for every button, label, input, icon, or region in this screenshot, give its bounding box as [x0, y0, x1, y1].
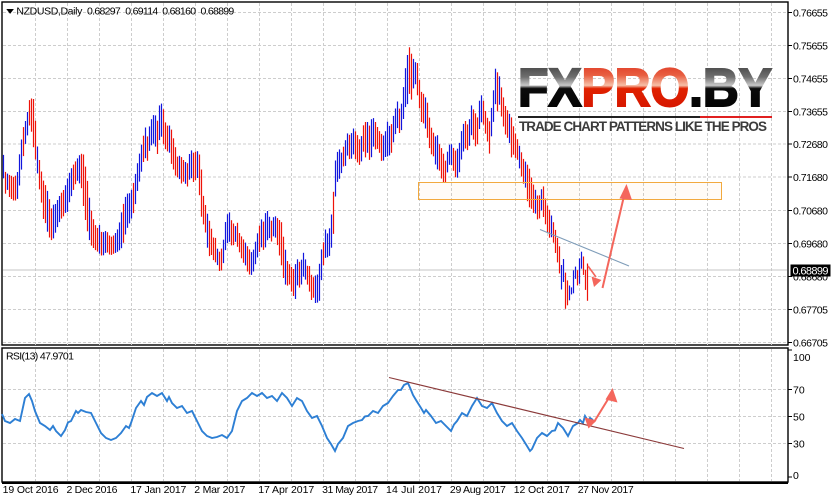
svg-text:12 Oct 2017: 12 Oct 2017: [514, 484, 570, 496]
svg-text:FXPRO.BY: FXPRO.BY: [518, 57, 772, 117]
svg-text:0.69680: 0.69680: [793, 239, 828, 251]
svg-text:17 Jan 2017: 17 Jan 2017: [130, 484, 186, 496]
svg-text:0.66705: 0.66705: [793, 338, 828, 350]
svg-text:0.76655: 0.76655: [793, 8, 828, 20]
svg-text:0.71680: 0.71680: [793, 172, 828, 184]
svg-text:14 Jul 2017: 14 Jul 2017: [386, 484, 442, 496]
svg-text:29 Aug 2017: 29 Aug 2017: [450, 484, 506, 496]
svg-text:2 Dec 2016: 2 Dec 2016: [67, 484, 118, 496]
svg-text:100: 100: [793, 352, 811, 364]
svg-text:0.75655: 0.75655: [793, 41, 828, 53]
svg-text:NZDUSD,Daily: NZDUSD,Daily: [16, 5, 83, 17]
svg-text:0.68297: 0.68297: [87, 5, 121, 17]
svg-text:50: 50: [793, 412, 805, 424]
svg-text:0.73655: 0.73655: [793, 107, 828, 119]
svg-text:TRADE CHART PATTERNS LIKE THE: TRADE CHART PATTERNS LIKE THE PROS: [519, 119, 767, 134]
svg-text:RSI(13) 47.9701: RSI(13) 47.9701: [6, 351, 74, 363]
svg-text:0.68160: 0.68160: [162, 5, 196, 17]
svg-text:0.69114: 0.69114: [125, 5, 158, 17]
svg-text:19 Oct 2016: 19 Oct 2016: [3, 484, 59, 496]
svg-text:31 May 2017: 31 May 2017: [322, 484, 378, 496]
svg-text:0.74655: 0.74655: [793, 74, 828, 86]
svg-text:0.68899: 0.68899: [201, 5, 235, 17]
svg-text:2 Mar 2017: 2 Mar 2017: [194, 484, 245, 496]
svg-text:17 Apr 2017: 17 Apr 2017: [258, 484, 314, 496]
svg-text:0: 0: [793, 470, 799, 482]
svg-text:30: 30: [793, 439, 805, 451]
svg-text:0.68899: 0.68899: [793, 266, 829, 278]
svg-text:0.70680: 0.70680: [793, 206, 828, 218]
svg-text:70: 70: [793, 385, 805, 397]
svg-text:0.67705: 0.67705: [793, 305, 828, 317]
svg-text:27 Nov 2017: 27 Nov 2017: [578, 484, 634, 496]
svg-text:0.72680: 0.72680: [793, 139, 828, 151]
